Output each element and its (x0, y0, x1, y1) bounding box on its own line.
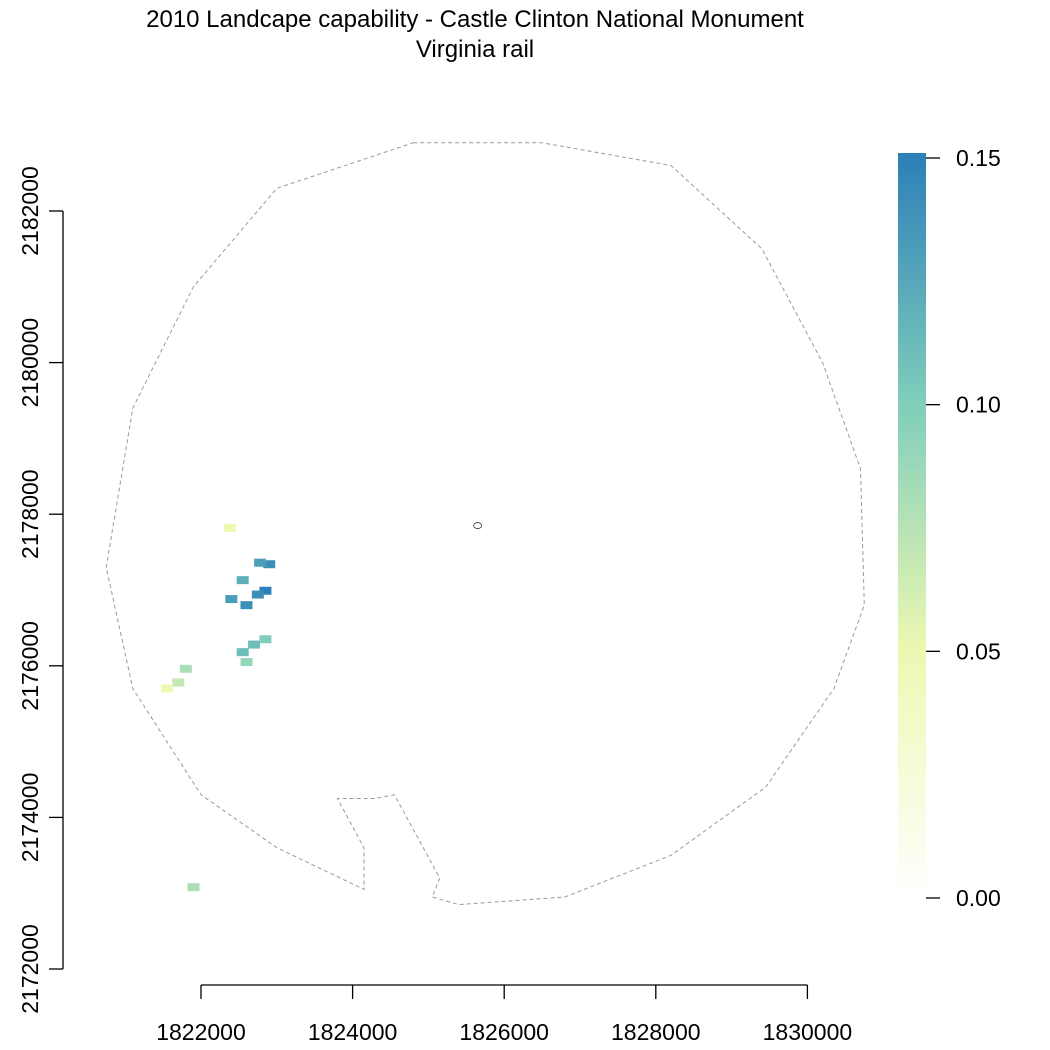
x-tick-label: 1830000 (763, 1019, 853, 1045)
x-tick-label: 1828000 (611, 1019, 701, 1045)
map-subtitle: Virginia rail (416, 36, 534, 63)
raster-cell (251, 590, 264, 599)
y-tick-label: 2180000 (17, 318, 43, 408)
raster-cell (236, 648, 249, 657)
y-tick-label: 2172000 (17, 924, 43, 1014)
legend-tick-label: 0.05 (956, 638, 1001, 664)
raster-cell (248, 640, 261, 649)
x-tick-label: 1826000 (459, 1019, 549, 1045)
raster-cell (240, 601, 253, 610)
color-legend: 0.00 0.05 0.10 0.15 (898, 145, 1001, 911)
raster-cell (225, 595, 238, 604)
raster-cell (259, 635, 272, 644)
raster-cell (240, 658, 253, 667)
map-title: 2010 Landcape capability - Castle Clinto… (146, 6, 804, 33)
raster-cell (187, 883, 200, 892)
y-tick-label: 2174000 (17, 773, 43, 863)
park-location-marker (473, 522, 483, 529)
y-tick-label: 2182000 (17, 166, 43, 256)
axes: 1822000 1824000 1826000 1828000 1830000 21720… (17, 166, 852, 1045)
raster-cell (263, 560, 276, 569)
raster-cell (172, 678, 185, 687)
raster-cell (236, 576, 249, 585)
raster-cell (259, 586, 272, 595)
legend-tick-label: 0.15 (956, 145, 1001, 171)
raster-cell (254, 558, 267, 567)
y-tick-label: 2178000 (17, 469, 43, 559)
study-area-boundary (105, 142, 865, 906)
legend-tick-label: 0.10 (956, 392, 1001, 418)
boundary-layer (105, 142, 865, 906)
legend-tick-label: 0.00 (956, 885, 1001, 911)
x-tick-label: 1824000 (308, 1019, 398, 1045)
raster-cell (160, 684, 173, 693)
legend-colorbar (898, 153, 926, 898)
raster-cell (223, 523, 236, 532)
y-tick-label: 2176000 (17, 621, 43, 711)
raster-cells (160, 523, 276, 892)
x-tick-label: 1822000 (156, 1019, 246, 1045)
raster-cell (179, 664, 192, 673)
